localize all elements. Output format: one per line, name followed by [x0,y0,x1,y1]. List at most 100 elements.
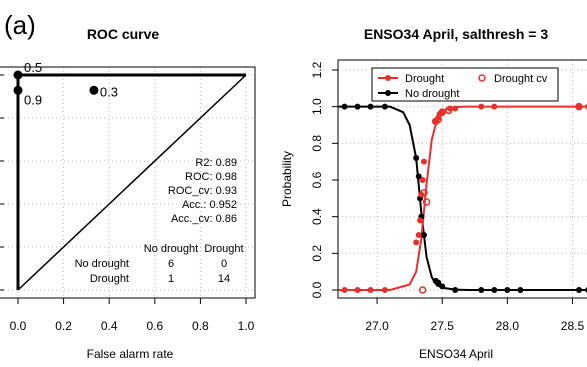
legend-no-drought-marker [385,90,391,96]
prob-y-tick-label: 1.0 [310,98,324,115]
prob-point-no-drought [491,287,498,293]
legend-drought-marker [385,75,391,81]
roc-plot-frame [0,66,256,299]
prob-point-no-drought [420,232,427,238]
prob-point-no-drought [341,103,348,110]
roc-title: ROC curve [87,26,160,42]
legend-drought-cv-marker [478,74,486,82]
prob-series [338,105,587,291]
prob-point-drought-cv [444,106,453,115]
prob-x-axis: 27.0 27.5 28.0 28.5 [365,298,584,333]
prob-point-drought [419,177,426,183]
confusion-cell: 1 [168,273,174,285]
confusion-header-drought: Drought [204,243,243,255]
prob-point-no-drought [367,103,374,110]
prob-point-drought-cv [422,198,431,206]
prob-point-drought [367,287,374,293]
prob-point-drought [417,217,424,224]
roc-x-tick-label: 0.4 [101,319,118,333]
prob-x-tick-label: 27.5 [431,319,455,333]
roc-thresholds: 0.5 0.9 0.3 [13,60,118,107]
prob-point-drought [413,239,420,246]
prob-point-drought [439,109,446,116]
prob-point-drought-cv [438,108,446,116]
prob-line-drought [338,105,587,291]
stat-r2: R2: 0.89 [195,157,237,169]
prob-panel: ENSO34 April, salthresh = 3 0.0 0.2 0.4 0.6… [280,26,587,361]
panel-label: (a) [4,10,36,40]
legend-box [371,67,559,102]
prob-y-axis: 0.0 0.2 0.4 0.6 0.8 1.0 1.2 [310,61,338,298]
roc-x-tick-label: 1.0 [238,319,255,333]
prob-point-no-drought [452,287,459,293]
prob-point-no-drought [381,103,388,110]
roc-threshold-point [89,85,99,95]
prob-point-drought [415,232,422,238]
confusion-cell: 6 [168,258,174,270]
roc-y-ticks [0,74,4,291]
prob-point-no-drought [354,103,361,110]
prob-line-no-drought [338,105,587,291]
prob-point-no-drought [439,283,446,290]
prob-point-no-drought [575,287,582,293]
prob-title: ENSO34 April, salthresh = 3 [364,26,548,42]
legend-no-drought-label: No drought [405,88,459,100]
roc-diagonal [17,74,247,291]
prob-point-drought [341,287,348,293]
stat-acc: Acc.: 0.952 [182,199,237,211]
stat-roc: ROC: 0.98 [185,171,237,183]
prob-point-drought-cv [418,286,427,294]
confusion-cell: 14 [218,273,230,285]
prob-point-no-drought [517,287,524,293]
roc-x-axis: 0.0 0.2 0.4 0.6 0.8 1.0 [10,298,255,333]
roc-x-tick-label: 0.8 [192,319,209,333]
roc-threshold-label: 0.9 [24,92,42,107]
prob-point-drought-cv [420,189,428,197]
roc-stats: R2: 0.89 ROC: 0.98 ROC_cv: 0.93 Acc.: 0.… [168,157,237,225]
roc-threshold-point [13,85,23,95]
prob-plot-frame [337,59,587,299]
confusion-table: No drought Drought No drought 6 0 Drough… [75,243,244,285]
roc-threshold-point [13,70,23,80]
roc-threshold-label: 0.3 [100,84,118,99]
prob-x-tick-label: 28.5 [561,319,585,333]
prob-point-drought-cv [575,102,583,111]
confusion-cell: 0 [221,258,227,270]
roc-x-tick-label: 0.6 [146,319,163,333]
prob-y-tick-label: 0.4 [310,208,324,225]
roc-x-tick-label: 0.2 [55,319,72,333]
roc-threshold-label: 0.5 [24,60,42,75]
prob-y-tick-label: 0.6 [310,171,324,188]
stat-acc-cv: Acc._cv: 0.86 [171,213,237,225]
prob-point-drought [381,287,388,293]
confusion-header-no-drought: No drought [144,243,198,255]
prob-y-tick-label: 0.8 [310,135,324,152]
prob-y-tick-label: 1.2 [310,61,324,78]
confusion-row-label: No drought [75,258,129,270]
prob-y-tick-label: 0.0 [310,281,324,298]
legend-drought-label: Drought [405,73,444,85]
prob-x-label: ENSO34 April [419,347,493,361]
roc-x-tick-label: 0.0 [10,319,27,333]
prob-point-drought-cv [434,115,443,124]
prob-point-drought [575,103,582,110]
prob-point-no-drought [435,279,442,286]
stat-roc-cv: ROC_cv: 0.93 [168,185,237,197]
prob-point-no-drought [504,287,511,293]
prob-x-tick-label: 28.0 [496,319,520,333]
prob-point-drought [354,287,361,293]
legend-drought-cv-label: Drought cv [494,73,548,85]
prob-x-tick-label: 27.0 [365,319,389,333]
confusion-row-label: Drought [90,273,129,285]
legend: Drought Drought cv No drought [371,67,559,102]
prob-point-drought [491,103,498,110]
prob-point-drought [478,103,485,110]
prob-points [341,102,587,294]
prob-y-label: Probability [280,151,294,207]
roc-panel: ROC curve 0.5 0.9 0.3 0.0 0.2 0.4 0.6 0.8 1.0 F… [0,26,256,361]
prob-point-drought [452,105,459,112]
prob-y-tick-label: 0.2 [310,245,324,262]
roc-x-label: False alarm rate [87,347,174,361]
prob-point-drought [420,158,427,165]
